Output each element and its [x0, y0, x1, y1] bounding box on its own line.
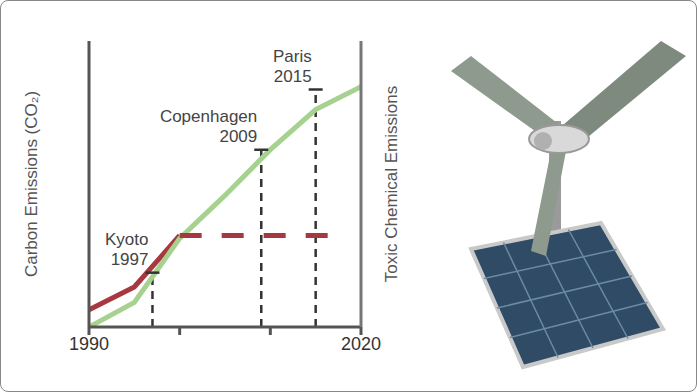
- svg-text:Paris: Paris: [273, 47, 312, 66]
- svg-text:Carbon Emissions (CO₂): Carbon Emissions (CO₂): [22, 91, 41, 277]
- svg-text:2015: 2015: [274, 67, 312, 86]
- svg-text:1990: 1990: [69, 334, 109, 354]
- svg-text:Toxic Chemical Emissions: Toxic Chemical Emissions: [382, 86, 401, 283]
- svg-text:Copenhagen: Copenhagen: [160, 107, 257, 126]
- svg-text:2009: 2009: [219, 127, 257, 146]
- svg-text:2020: 2020: [341, 334, 381, 354]
- svg-text:1997: 1997: [111, 250, 149, 269]
- svg-text:Kyoto: Kyoto: [105, 230, 148, 249]
